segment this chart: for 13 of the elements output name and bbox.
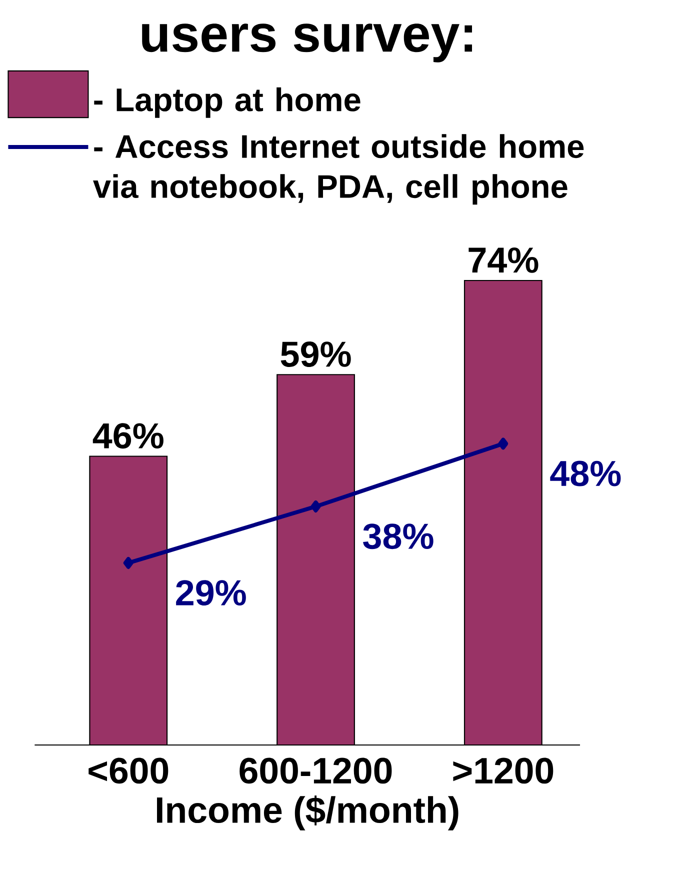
x-tick-label: 600-1200 [240,758,392,784]
data-label: 74% [468,248,538,273]
legend-label: - Laptop at home [94,87,360,118]
x-axis-title: Income ($/month) [157,796,458,830]
data-label: 59% [280,342,351,367]
data-label: 29% [176,580,246,606]
x-tick-label: >1200 [453,758,554,784]
legend-label: - Access Internet outside home via notebook, PDA, cell phone [93,134,584,205]
data-label: 46% [92,423,164,449]
data-label: 48% [550,460,621,486]
x-tick-label: <600 [88,758,168,784]
data-label: 38% [363,524,434,550]
chart-title: users survey: [142,24,472,62]
